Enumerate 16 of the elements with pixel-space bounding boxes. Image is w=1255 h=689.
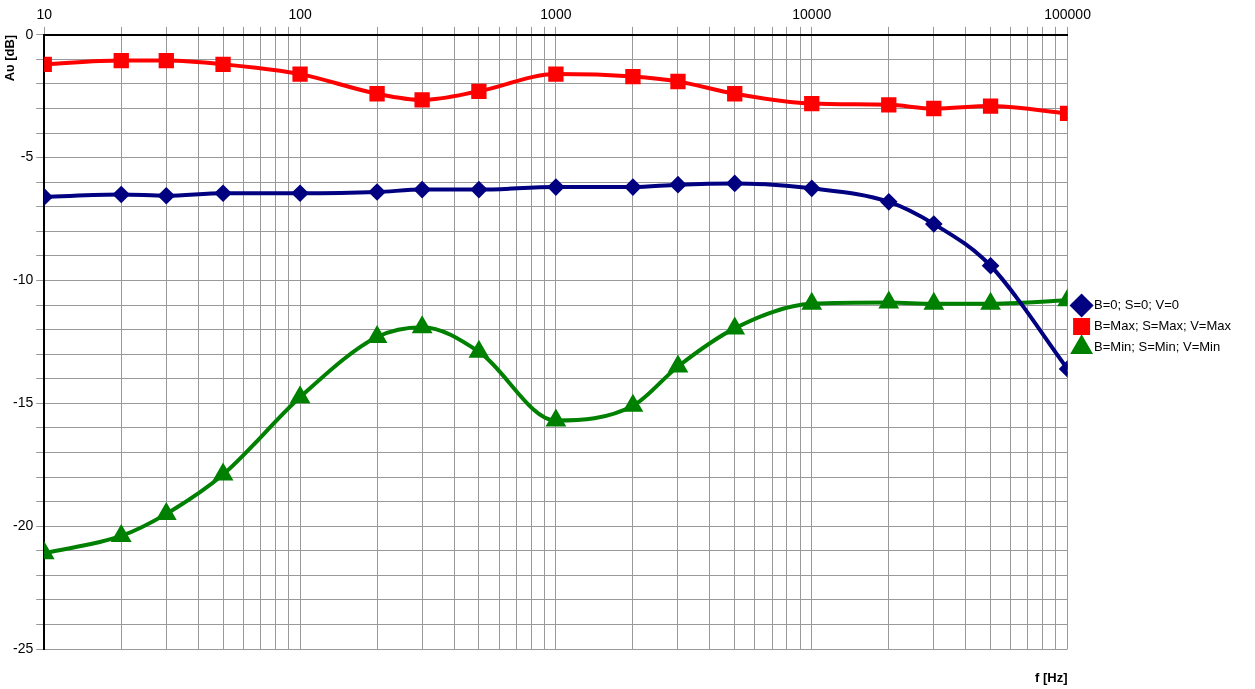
legend-label: B=Max; S=Max; V=Max — [1094, 318, 1232, 334]
x-tick-label: 100 — [288, 6, 312, 23]
x-tick-label: 10 — [36, 6, 53, 23]
y-axis-title: Aυ [dB] — [1, 34, 17, 82]
y-tick-label: 0 — [25, 25, 34, 42]
y-tick-label: -5 — [20, 148, 34, 165]
y-tick-label: -20 — [13, 517, 34, 534]
x-tick-label: 100000 — [1044, 6, 1092, 23]
legend-label: B=Min; S=Min; V=Min — [1094, 339, 1221, 355]
y-tick-label: -25 — [13, 639, 34, 656]
y-tick-label: -15 — [13, 394, 34, 411]
x-axis-title: f [Hz] — [1035, 670, 1068, 686]
x-tick-label: 10000 — [792, 6, 832, 23]
y-tick-label: -10 — [13, 271, 34, 288]
x-tick-label: 1000 — [540, 6, 572, 23]
legend-label: B=0; S=0; V=0 — [1094, 297, 1180, 313]
